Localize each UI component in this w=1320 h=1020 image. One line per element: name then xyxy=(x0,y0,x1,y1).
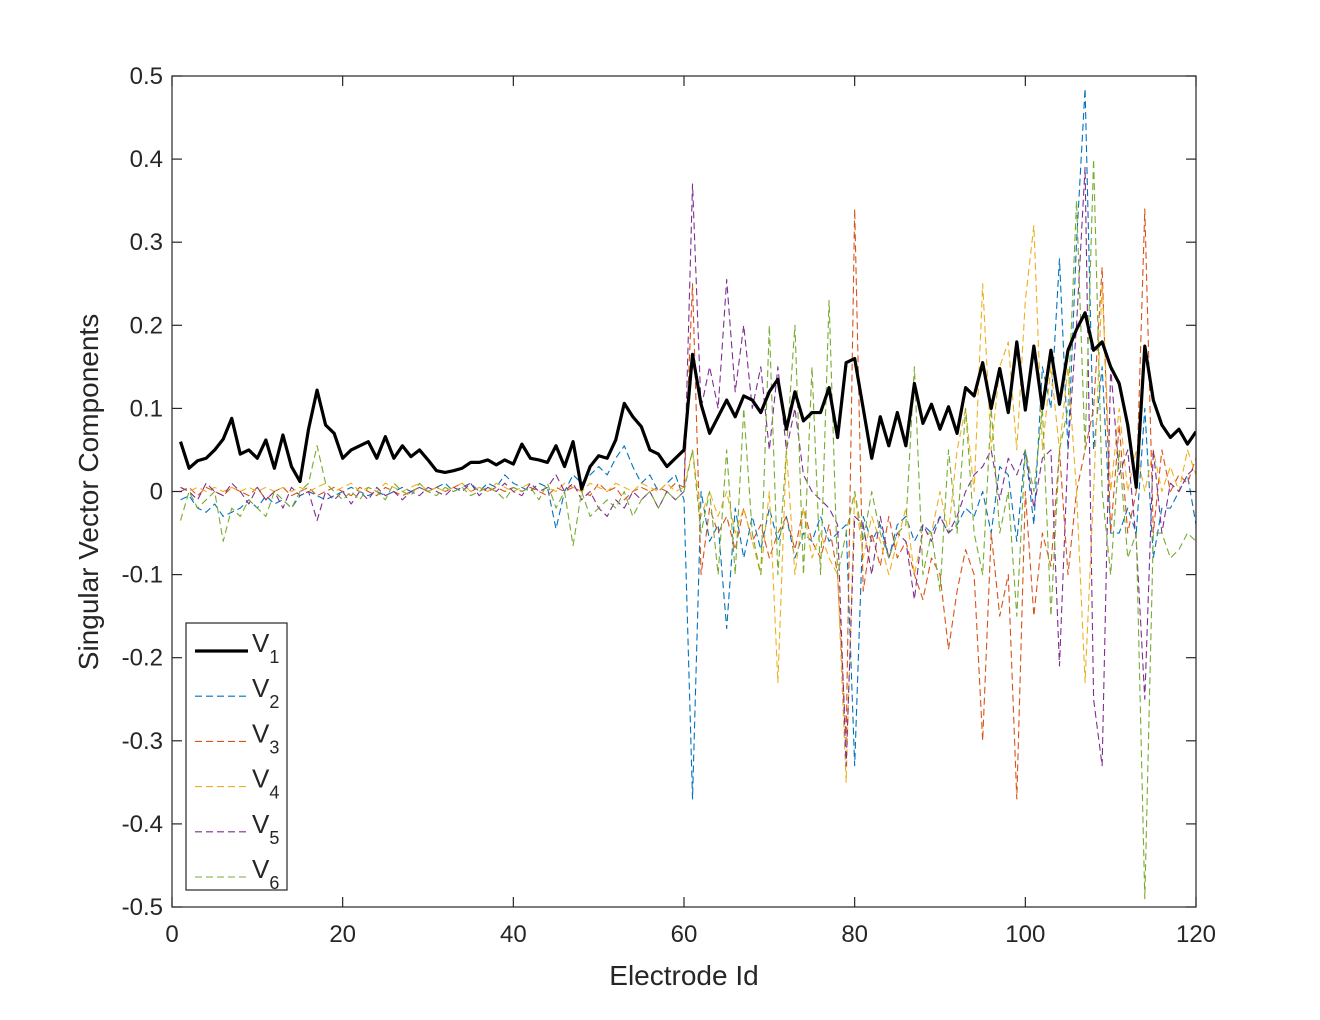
legend-box xyxy=(185,622,288,891)
x-tick-label: 40 xyxy=(500,921,527,948)
y-tick-label: 0.5 xyxy=(130,63,163,90)
legend-label-main: V xyxy=(252,764,270,794)
axes-box xyxy=(171,75,1197,908)
series-line-v6 xyxy=(180,158,1196,900)
x-tick-label: 80 xyxy=(841,921,868,948)
y-tick-label: -0.2 xyxy=(122,645,163,672)
y-tick-label: -0.5 xyxy=(122,894,163,921)
ticks-layer: 0 20 40 60 80 100 120 0.5 0.4 0.3 0.2 0.1 0 -0.1 -0.2 -… xyxy=(122,63,1216,948)
y-tick-label: 0.3 xyxy=(130,229,163,256)
x-tick-label: 0 xyxy=(165,921,178,948)
legend-label-v4: V4 xyxy=(252,764,279,803)
legend-label-v5: V5 xyxy=(252,809,279,848)
y-tick-label: 0 xyxy=(150,479,163,506)
legend-label-subscript: 6 xyxy=(269,873,279,893)
legend-label-main: V xyxy=(252,854,270,884)
y-tick-label: -0.1 xyxy=(122,562,163,589)
legend-label-v3: V3 xyxy=(252,718,279,757)
series-line-v1 xyxy=(179,311,1196,491)
legend-label-subscript: 1 xyxy=(269,647,279,667)
legend-label-v1: V1 xyxy=(252,628,279,667)
series-line-v3 xyxy=(180,208,1196,800)
y-tick-label: 0.2 xyxy=(130,312,163,339)
x-tick-label: 20 xyxy=(329,921,356,948)
y-tick-label: 0.4 xyxy=(130,146,163,173)
x-tick-label: 100 xyxy=(1005,921,1045,948)
legend-label-main: V xyxy=(252,673,270,703)
legend-label-subscript: 2 xyxy=(269,692,279,712)
legend-label-v6: V6 xyxy=(252,854,279,893)
legend-label-subscript: 4 xyxy=(269,783,279,803)
series-line-v5 xyxy=(180,166,1196,767)
x-tick-label: 60 xyxy=(671,921,698,948)
legend-label-main: V xyxy=(252,628,270,658)
series-line-v2 xyxy=(180,87,1196,800)
y-tick-label: -0.3 xyxy=(122,728,163,755)
legend-label-subscript: 5 xyxy=(269,828,279,848)
legend-label-main: V xyxy=(252,718,270,748)
y-tick-label: 0.1 xyxy=(130,395,163,422)
legend-label-main: V xyxy=(252,809,270,839)
legend-label-v2: V2 xyxy=(252,673,279,712)
series-layer xyxy=(179,87,1196,900)
x-tick-label: 120 xyxy=(1176,921,1216,948)
x-axis-label: Electrode Id xyxy=(609,960,758,991)
y-tick-label: -0.4 xyxy=(122,811,163,838)
legend-label-subscript: 3 xyxy=(269,737,279,757)
y-axis-label: Singular Vector Components xyxy=(73,314,104,670)
